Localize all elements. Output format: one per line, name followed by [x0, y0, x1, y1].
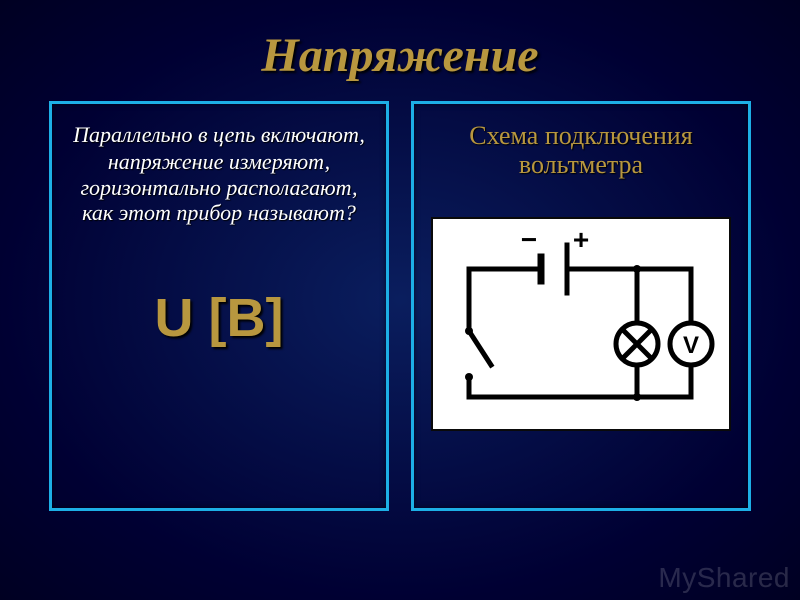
slide-title: Напряжение	[0, 0, 800, 83]
battery-minus: −	[521, 224, 537, 255]
poem-line-2: напряжение измеряют, горизонтально распо…	[62, 149, 376, 225]
right-panel: Схема подключения вольтметра	[411, 101, 751, 511]
voltmeter-label: V	[683, 332, 699, 359]
circuit-diagram: V − +	[431, 217, 731, 431]
poem-line-1: Параллельно в цепь включают,	[62, 122, 376, 147]
right-title: Схема подключения вольтметра	[424, 122, 738, 179]
watermark: MyShared	[658, 562, 790, 594]
columns: Параллельно в цепь включают, напряжение …	[0, 101, 800, 511]
left-panel: Параллельно в цепь включают, напряжение …	[49, 101, 389, 511]
battery-plus: +	[573, 224, 589, 255]
formula: U [В]	[62, 287, 376, 349]
